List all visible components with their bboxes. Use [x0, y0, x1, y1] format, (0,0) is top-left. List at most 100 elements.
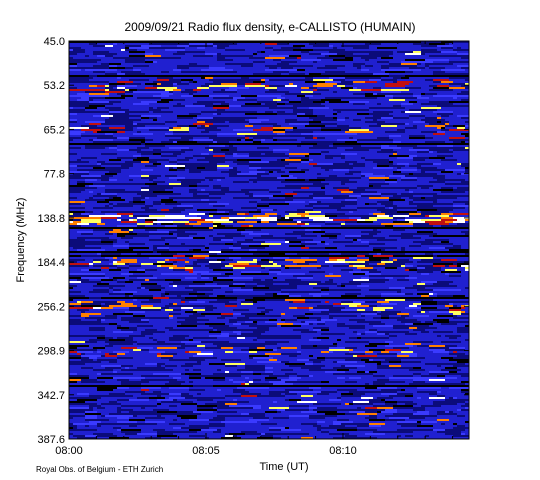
spectrogram-cell	[129, 271, 145, 273]
spectrogram-cell	[89, 195, 93, 197]
spectrogram-cell	[261, 73, 281, 75]
spectrogram-cell	[213, 277, 217, 279]
spectrogram-cell	[337, 119, 345, 121]
spectrogram-cell	[253, 273, 269, 275]
spectrogram-cell	[365, 261, 381, 263]
spectrogram-cell	[353, 239, 357, 241]
spectrogram-cell	[201, 171, 221, 173]
spectrogram-cell	[445, 305, 453, 307]
spectrogram-cell	[285, 241, 289, 243]
spectrogram-cell	[293, 135, 313, 137]
spectrogram-cell	[77, 83, 97, 85]
spectrogram-cell	[461, 141, 465, 143]
spectrogram-cell	[353, 137, 361, 139]
spectrogram-cell	[445, 135, 465, 137]
spectrogram-cell	[229, 211, 249, 213]
spectrogram-cell	[321, 59, 325, 61]
spectrogram-cell	[321, 281, 325, 283]
spectrogram-cell	[257, 105, 277, 107]
spectrogram-cell	[273, 283, 289, 285]
spectrogram-cell	[213, 139, 217, 141]
spectrogram-cell	[429, 79, 433, 81]
spectrogram-cell	[181, 309, 193, 311]
spectrogram-cell	[121, 325, 137, 327]
spectrogram-cell	[345, 281, 349, 283]
spectrogram-cell	[273, 293, 277, 295]
spectrogram-cell	[245, 163, 249, 165]
spectrogram-cell	[373, 65, 381, 67]
spectrogram-cell	[101, 117, 109, 119]
spectrogram-cell	[161, 169, 169, 171]
spectrogram-cell	[377, 81, 393, 83]
spectrogram-cell	[249, 137, 253, 139]
spectrogram-cell	[457, 197, 469, 199]
spectrogram-cell	[113, 197, 121, 199]
spectrogram-cell	[257, 147, 269, 149]
spectrogram-cell	[153, 249, 169, 251]
spectrogram-cell	[317, 319, 321, 321]
spectrogram-cell	[257, 217, 277, 219]
spectrogram-cell	[305, 233, 325, 235]
spectrogram-cell	[409, 213, 421, 215]
spectrogram-cell	[281, 265, 285, 267]
spectrogram-cell	[329, 177, 337, 179]
spectrogram-cell	[133, 281, 149, 283]
spectrogram-cell	[229, 97, 233, 99]
spectrogram-cell	[333, 95, 337, 97]
spectrogram-cell	[301, 229, 305, 231]
spectrogram-cell	[93, 307, 101, 309]
spectrogram-cell	[205, 125, 209, 127]
spectrogram-cell	[141, 149, 145, 151]
spectrogram-cell	[305, 237, 325, 239]
spectrogram-cell	[189, 75, 205, 77]
spectrogram-cell	[277, 177, 297, 179]
spectrogram-cell	[157, 247, 169, 249]
spectrogram-cell	[389, 183, 409, 185]
spectrogram-cell	[433, 137, 449, 139]
spectrogram-cell	[105, 205, 109, 207]
spectrogram-cell	[357, 203, 361, 205]
spectrogram-cell	[201, 231, 217, 233]
spectrogram-cell	[249, 211, 261, 213]
spectrogram-cell	[153, 207, 173, 209]
spectrogram-cell	[89, 117, 101, 119]
spectrogram-cell	[433, 263, 453, 265]
spectrogram-cell	[173, 191, 177, 193]
spectrogram-cell	[437, 147, 457, 149]
spectrogram-cell	[233, 251, 237, 253]
spectrogram-cell	[281, 215, 285, 217]
spectrogram-cell	[157, 77, 173, 79]
spectrogram-cell	[105, 327, 117, 329]
spectrogram-cell	[269, 221, 281, 223]
spectrogram-cell	[201, 287, 221, 289]
spectrogram-cell	[313, 49, 325, 51]
spectrogram-cell	[465, 203, 469, 205]
spectrogram-cell	[441, 169, 445, 171]
spectrogram-cell	[121, 269, 125, 271]
spectrogram-cell	[465, 297, 469, 299]
spectrogram-cell	[209, 185, 213, 187]
spectrogram-cell	[149, 197, 169, 199]
spectrogram-cell	[69, 193, 77, 195]
spectrogram-cell	[393, 327, 409, 329]
spectrogram-cell	[161, 125, 177, 127]
spectrogram-cell	[249, 69, 257, 71]
spectrogram-cell	[157, 107, 169, 109]
spectrogram-cell	[149, 103, 169, 105]
spectrogram-cell	[313, 287, 317, 289]
spectrogram-cell	[305, 211, 321, 213]
spectrogram-cell	[377, 97, 381, 99]
spectrogram-cell	[69, 127, 89, 129]
spectrogram-cell	[361, 211, 381, 213]
spectrogram-cell	[393, 95, 413, 97]
spectrogram-cell	[145, 83, 157, 85]
spectrogram-cell	[69, 73, 85, 75]
spectrogram-cell	[457, 123, 469, 125]
spectrogram-cell	[173, 141, 177, 143]
spectrogram-cell	[457, 105, 469, 107]
spectrogram-cell	[369, 159, 385, 161]
spectrogram-cell	[93, 149, 105, 151]
spectrogram-cell	[189, 81, 193, 83]
spectrogram-cell	[253, 295, 273, 297]
spectrogram-cell	[69, 137, 81, 139]
